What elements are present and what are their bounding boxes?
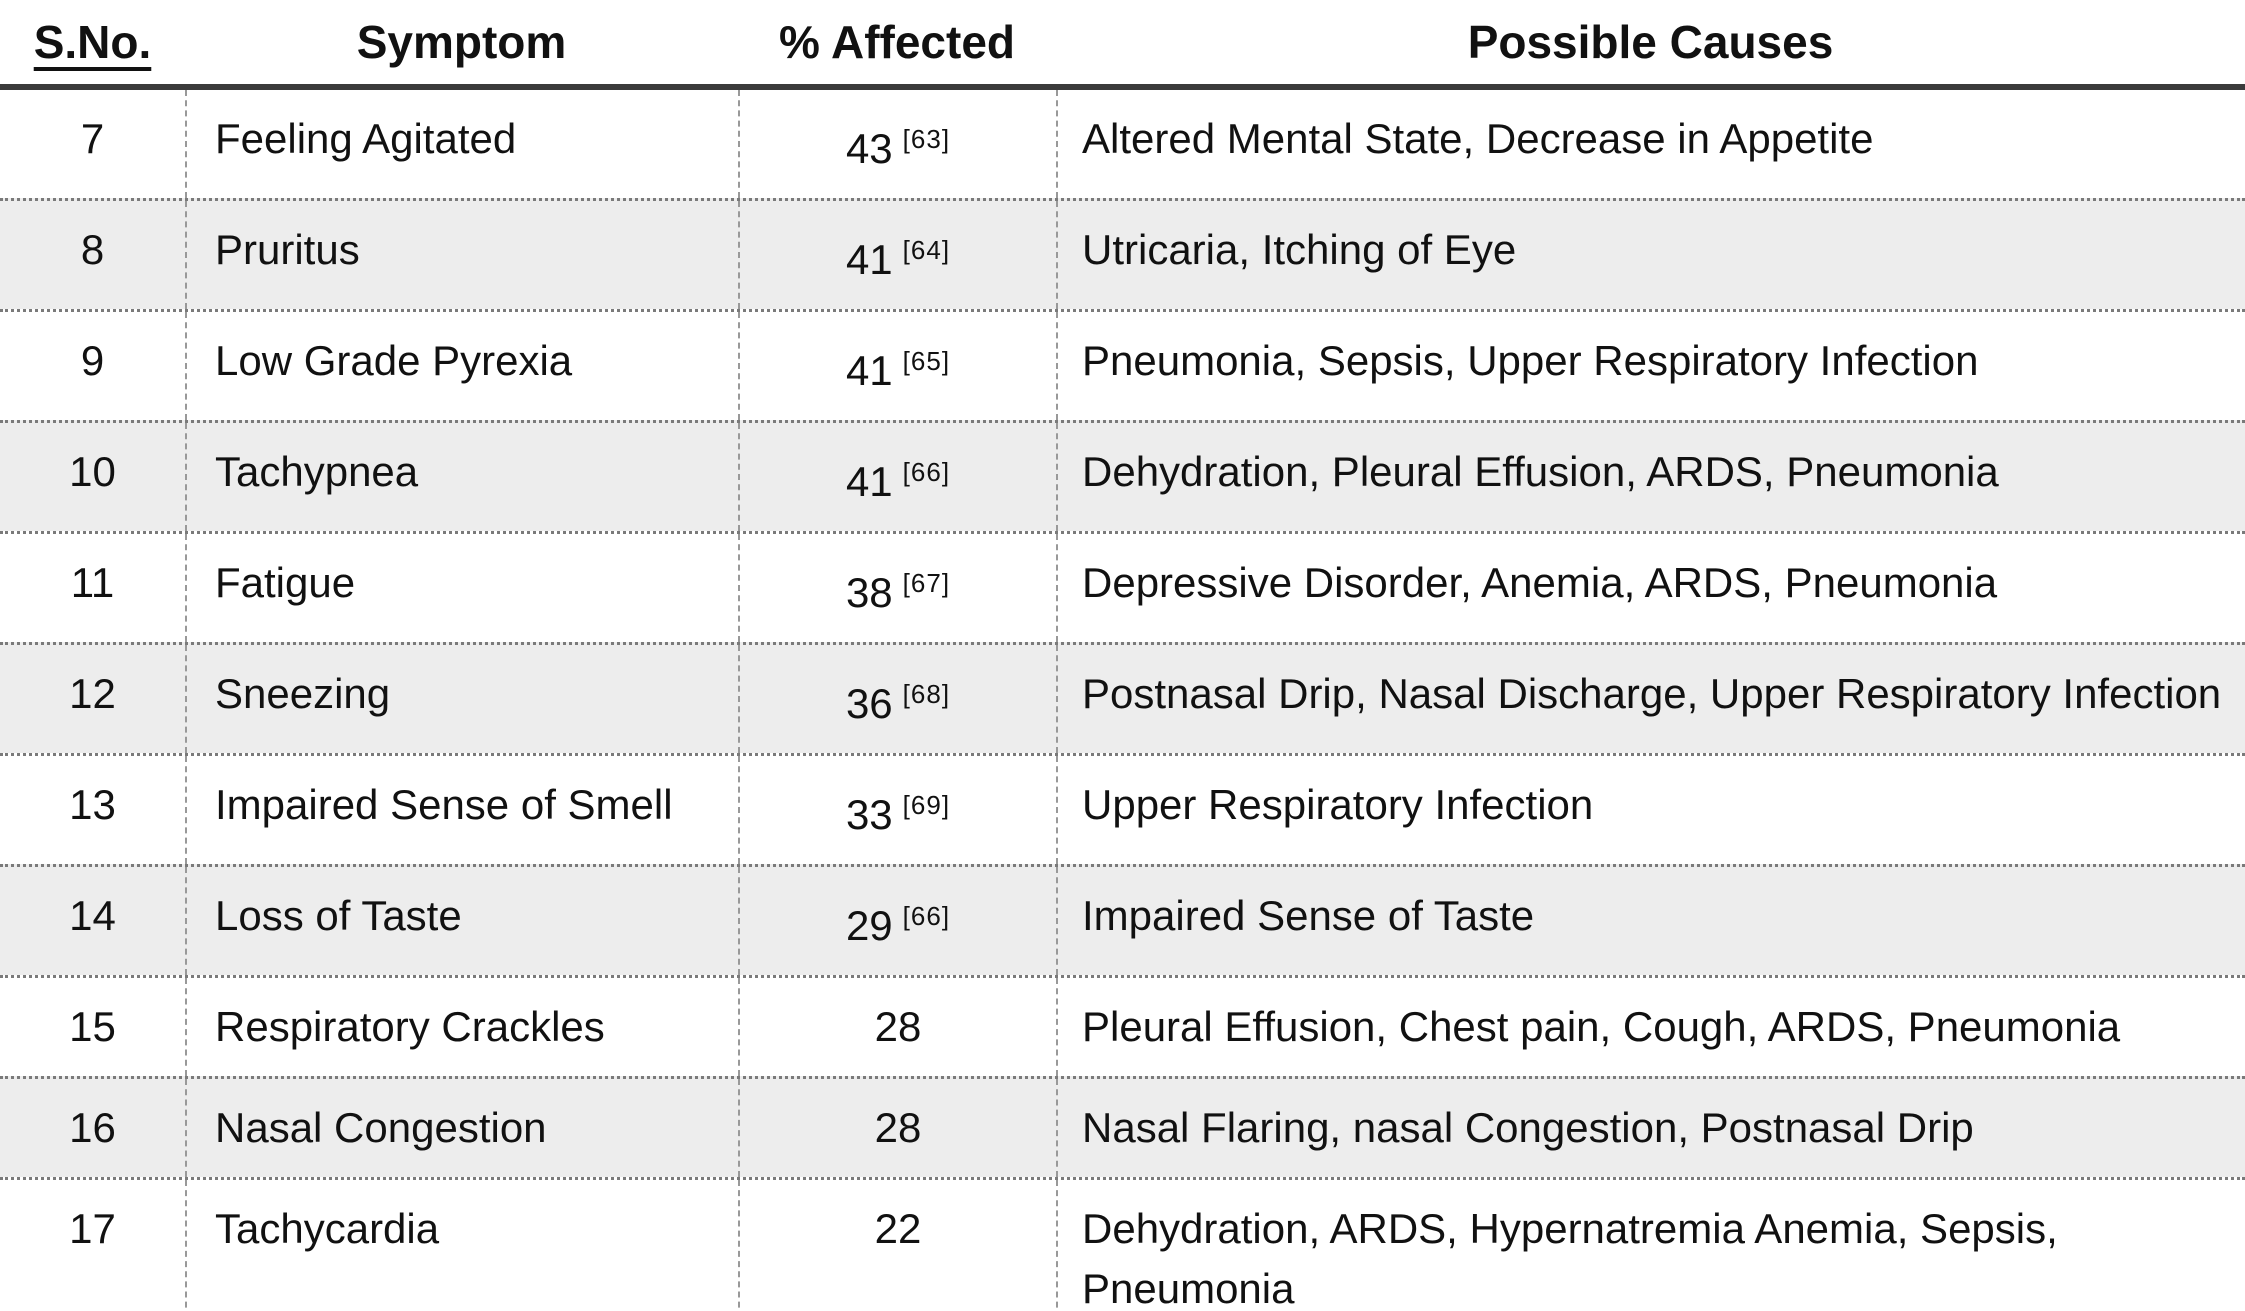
- symptom-cell: Pruritus: [185, 201, 738, 309]
- symptom-cell: Tachycardia: [185, 1180, 738, 1311]
- affected-value: 29: [845, 902, 893, 949]
- symptom-cell: Tachypnea: [185, 423, 738, 531]
- symptom-cell: Nasal Congestion: [185, 1079, 738, 1177]
- affected-cell: 38 [67]: [738, 534, 1056, 642]
- col-header-sno: S.No.: [33, 16, 152, 68]
- symptom-cell: Fatigue: [185, 534, 738, 642]
- col-header-symptom: Symptom: [356, 16, 567, 68]
- causes-cell: Upper Respiratory Infection: [1056, 756, 2245, 864]
- sno-cell: 9: [80, 337, 105, 384]
- table-row: 16 Nasal Congestion 28 Nasal Flaring, na…: [0, 1076, 2245, 1177]
- table-body: 7 Feeling Agitated 43 [63] Altered Mental…: [0, 90, 2245, 1311]
- sno-cell: 13: [69, 781, 116, 828]
- sno-cell: 17: [69, 1205, 116, 1252]
- causes-cell: Dehydration, ARDS, Hypernatremia Anemia,…: [1056, 1180, 2245, 1311]
- table-row: 13 Impaired Sense of Smell 33 [69] Upper …: [0, 753, 2245, 864]
- symptom-cell: Low Grade Pyrexia: [185, 312, 738, 420]
- citation-superscript: [69]: [902, 790, 951, 820]
- causes-cell: Pneumonia, Sepsis, Upper Respiratory Inf…: [1056, 312, 2245, 420]
- affected-cell: 28: [738, 1079, 1056, 1177]
- symptom-cell: Impaired Sense of Smell: [185, 756, 738, 864]
- sno-cell: 16: [69, 1104, 116, 1151]
- symptom-cell: Feeling Agitated: [185, 90, 738, 198]
- affected-cell: 29 [66]: [738, 867, 1056, 975]
- symptom-cell: Loss of Taste: [185, 867, 738, 975]
- sno-cell: 8: [80, 226, 105, 273]
- sno-cell: 15: [69, 1003, 116, 1050]
- affected-cell: 41 [64]: [738, 201, 1056, 309]
- symptom-cell: Respiratory Crackles: [185, 978, 738, 1076]
- citation-superscript: [67]: [902, 568, 951, 598]
- citation-superscript: [63]: [902, 124, 951, 154]
- sno-cell: 10: [69, 448, 116, 495]
- affected-cell: 22: [738, 1180, 1056, 1311]
- affected-value: 41: [845, 458, 893, 505]
- affected-value: 28: [874, 1003, 922, 1050]
- sno-cell: 11: [70, 559, 115, 606]
- affected-value: 22: [874, 1205, 922, 1252]
- sno-cell: 12: [69, 670, 116, 717]
- col-header-causes: Possible Causes: [1467, 16, 1834, 68]
- affected-cell: 43 [63]: [738, 90, 1056, 198]
- table-row: 12 Sneezing 36 [68] Postnasal Drip, Nasal…: [0, 642, 2245, 753]
- causes-cell: Impaired Sense of Taste: [1056, 867, 2245, 975]
- affected-cell: 41 [66]: [738, 423, 1056, 531]
- citation-superscript: [66]: [902, 901, 951, 931]
- citation-superscript: [68]: [902, 679, 951, 709]
- table-row: 15 Respiratory Crackles 28 Pleural Effus…: [0, 975, 2245, 1076]
- affected-cell: 33 [69]: [738, 756, 1056, 864]
- causes-cell: Nasal Flaring, nasal Congestion, Postnas…: [1056, 1079, 2245, 1177]
- affected-cell: 28: [738, 978, 1056, 1076]
- table-row: 11 Fatigue 38 [67] Depressive Disorder, A…: [0, 531, 2245, 642]
- affected-value: 41: [845, 236, 893, 283]
- table-row: 10 Tachypnea 41 [66] Dehydration, Pleural…: [0, 420, 2245, 531]
- affected-value: 36: [845, 680, 893, 727]
- table-header-row: S.No. Symptom % Affected Possible Causes: [0, 0, 2245, 90]
- affected-value: 28: [874, 1104, 922, 1151]
- citation-superscript: [65]: [902, 346, 951, 376]
- citation-superscript: [64]: [902, 235, 951, 265]
- causes-cell: Pleural Effusion, Chest pain, Cough, ARD…: [1056, 978, 2245, 1076]
- affected-cell: 36 [68]: [738, 645, 1056, 753]
- table-row: 7 Feeling Agitated 43 [63] Altered Mental…: [0, 90, 2245, 198]
- sno-cell: 14: [69, 892, 116, 939]
- affected-value: 38: [845, 569, 893, 616]
- symptom-cell: Sneezing: [185, 645, 738, 753]
- sno-cell: 7: [80, 115, 105, 162]
- causes-cell: Altered Mental State, Decrease in Appeti…: [1056, 90, 2245, 198]
- table-row: 8 Pruritus 41 [64] Utricaria, Itching of …: [0, 198, 2245, 309]
- causes-cell: Utricaria, Itching of Eye: [1056, 201, 2245, 309]
- causes-cell: Postnasal Drip, Nasal Discharge, Upper R…: [1056, 645, 2245, 753]
- affected-value: 43: [845, 125, 893, 172]
- causes-cell: Depressive Disorder, Anemia, ARDS, Pneum…: [1056, 534, 2245, 642]
- affected-value: 41: [845, 347, 893, 394]
- table-row: 17 Tachycardia 22 Dehydration, ARDS, Hyp…: [0, 1177, 2245, 1311]
- col-header-affected: % Affected: [779, 16, 1015, 68]
- table-row: 9 Low Grade Pyrexia 41 [65] Pneumonia, Se…: [0, 309, 2245, 420]
- causes-cell: Dehydration, Pleural Effusion, ARDS, Pne…: [1056, 423, 2245, 531]
- affected-value: 33: [845, 791, 893, 838]
- affected-cell: 41 [65]: [738, 312, 1056, 420]
- citation-superscript: [66]: [902, 457, 951, 487]
- table-row: 14 Loss of Taste 29 [66] Impaired Sense o…: [0, 864, 2245, 975]
